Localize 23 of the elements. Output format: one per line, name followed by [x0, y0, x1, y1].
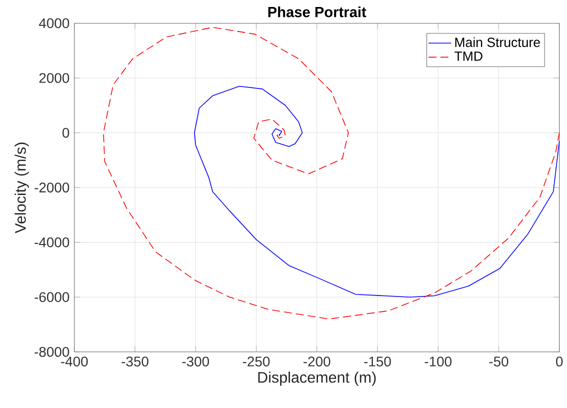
y-tick-label: -6000: [34, 292, 70, 302]
y-tick-label: 0: [62, 128, 70, 138]
line-series: [194, 86, 560, 298]
chart-title: Phase Portrait: [268, 6, 366, 18]
x-tick-label: -150: [364, 356, 391, 367]
x-tick-label: 0: [556, 356, 563, 367]
line-series: [103, 27, 560, 320]
y-tick-label: -2000: [34, 182, 70, 193]
x-axis-title: Displacement (m): [258, 372, 376, 386]
x-tick-label: -250: [242, 356, 270, 367]
y-tick-label: 4000: [38, 18, 70, 28]
x-tick-label: -50: [489, 356, 508, 367]
x-tick-label: -100: [424, 356, 452, 367]
x-tick-label: -400: [61, 356, 88, 367]
y-tick-label: -8000: [34, 347, 70, 357]
legend-label: Main Structure: [455, 38, 540, 48]
x-tick-label: -300: [182, 356, 210, 367]
y-tick-label: -4000: [34, 238, 70, 248]
x-tick-label: -350: [122, 356, 148, 367]
y-axis-title: Velocity (m/s): [14, 142, 29, 234]
legend-label: TMD: [454, 52, 482, 61]
x-tick-label: -200: [304, 356, 330, 367]
y-tick-label: 2000: [39, 73, 70, 84]
